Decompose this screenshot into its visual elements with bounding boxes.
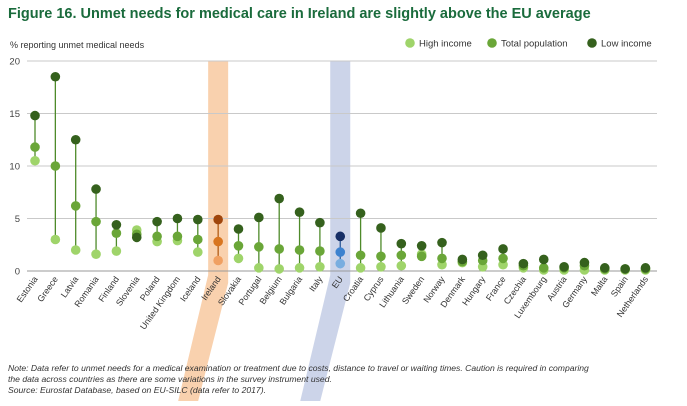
point-low-income-latvia [70,134,81,145]
x-tick-label-malta: Malta [589,274,610,297]
y-ticks: 0 5 10 15 20 [9,57,20,278]
point-low-income-germany [579,257,590,268]
point-total-population-slovakia [233,241,244,251]
point-high-income-finland [111,246,122,256]
legend: High income Total population Low income [405,38,652,50]
x-tick-label-italy: Italy [307,274,325,293]
point-high-income-cyprus [376,262,386,272]
highlight-band-eu [300,61,351,401]
point-total-population-united-kingdom [172,231,183,242]
y-tick-label-0: 0 [15,267,20,278]
point-high-income-italy [315,262,325,272]
point-low-income-ireland [213,214,223,225]
data-points [30,71,651,275]
point-total-population-romania [91,216,101,227]
point-low-income-sweden [416,241,427,251]
note-line-1: Note: Data refer to unmet needs for a me… [8,363,589,373]
legend-label-high-income: High income [419,39,472,50]
point-total-population-france [498,253,508,264]
point-high-income-croatia [355,263,366,273]
legend-label-low-income: Low income [601,39,652,50]
point-low-income-bulgaria [294,207,305,217]
point-high-income-ireland [213,255,223,266]
source-line: Source: Eurostat Database, based on EU-S… [8,385,266,395]
point-high-income-lithuania [396,260,407,271]
y-tick-label-20: 20 [9,57,20,68]
point-total-population-italy [315,246,325,256]
note-line-2: the data across countries as there are s… [8,374,332,384]
point-high-income-slovakia [233,253,244,264]
x-tick-label-united-kingdom: United Kingdom [138,274,182,331]
point-low-income-united-kingdom [172,213,183,224]
point-low-income-netherlands [640,263,651,273]
point-high-income-bulgaria [294,263,305,273]
point-low-income-portugal [254,212,264,223]
point-low-income-cyprus [376,223,386,233]
gridlines [27,60,657,272]
point-total-population-estonia [30,142,40,152]
y-tick-label-15: 15 [9,109,20,120]
point-low-income-romania [91,184,101,194]
point-total-population-belgium [274,244,285,254]
point-low-income-iceland [193,214,203,225]
point-total-population-finland [111,228,122,238]
point-high-income-eu [335,258,346,269]
point-low-income-malta [600,263,610,273]
point-low-income-spain [620,264,630,274]
highlight-band-ireland [178,61,229,401]
point-low-income-finland [111,220,122,230]
point-total-population-latvia [70,201,81,211]
point-low-income-eu [335,231,346,242]
point-total-population-iceland [193,234,203,245]
point-total-population-portugal [254,242,264,252]
point-total-population-cyprus [376,251,386,262]
legend-marker-total-population [487,38,497,48]
point-low-income-slovakia [233,224,244,234]
point-total-population-bulgaria [294,245,305,255]
legend-label-total-population: Total population [501,39,568,50]
point-low-income-lithuania [396,238,407,249]
point-low-income-greece [50,71,61,82]
point-total-population-sweden [416,251,427,262]
point-low-income-czechia [518,258,529,269]
point-high-income-portugal [254,263,264,273]
point-high-income-iceland [193,247,203,257]
point-low-income-slovenia [131,232,142,243]
x-tick-label-iceland: Iceland [178,274,203,303]
point-total-population-poland [152,231,162,242]
point-high-income-belgium [274,264,285,274]
point-high-income-romania [91,249,101,259]
highlight-bands [178,61,351,401]
point-low-income-italy [315,217,325,228]
point-low-income-estonia [30,110,40,121]
point-low-income-austria [559,262,569,272]
point-total-population-croatia [355,250,366,261]
point-total-population-eu [335,247,346,257]
point-low-income-denmark [457,254,468,265]
y-tick-label-5: 5 [15,214,20,225]
point-high-income-estonia [30,155,40,166]
notes: Note: Data refer to unmet needs for a me… [8,363,683,396]
point-low-income-belgium [274,193,285,204]
point-total-population-lithuania [396,250,407,261]
point-total-population-norway [437,253,447,264]
point-high-income-greece [50,234,61,245]
point-total-population-luxembourg [538,263,549,273]
point-low-income-luxembourg [538,254,549,265]
y-tick-label-10: 10 [9,162,20,173]
point-low-income-hungary [477,250,488,261]
x-tick-label-greece: Greece [35,274,60,303]
point-high-income-latvia [70,245,81,255]
point-low-income-norway [437,237,447,248]
chart-title: Figure 16. Unmet needs for medical care … [8,6,591,22]
point-total-population-ireland [213,236,223,247]
point-low-income-france [498,244,508,254]
legend-marker-high-income [405,38,415,48]
point-total-population-greece [50,161,61,171]
legend-marker-low-income [587,38,597,48]
point-low-income-poland [152,216,162,227]
y-axis-label: % reporting unmet medical needs [10,40,145,50]
point-low-income-croatia [355,208,366,219]
